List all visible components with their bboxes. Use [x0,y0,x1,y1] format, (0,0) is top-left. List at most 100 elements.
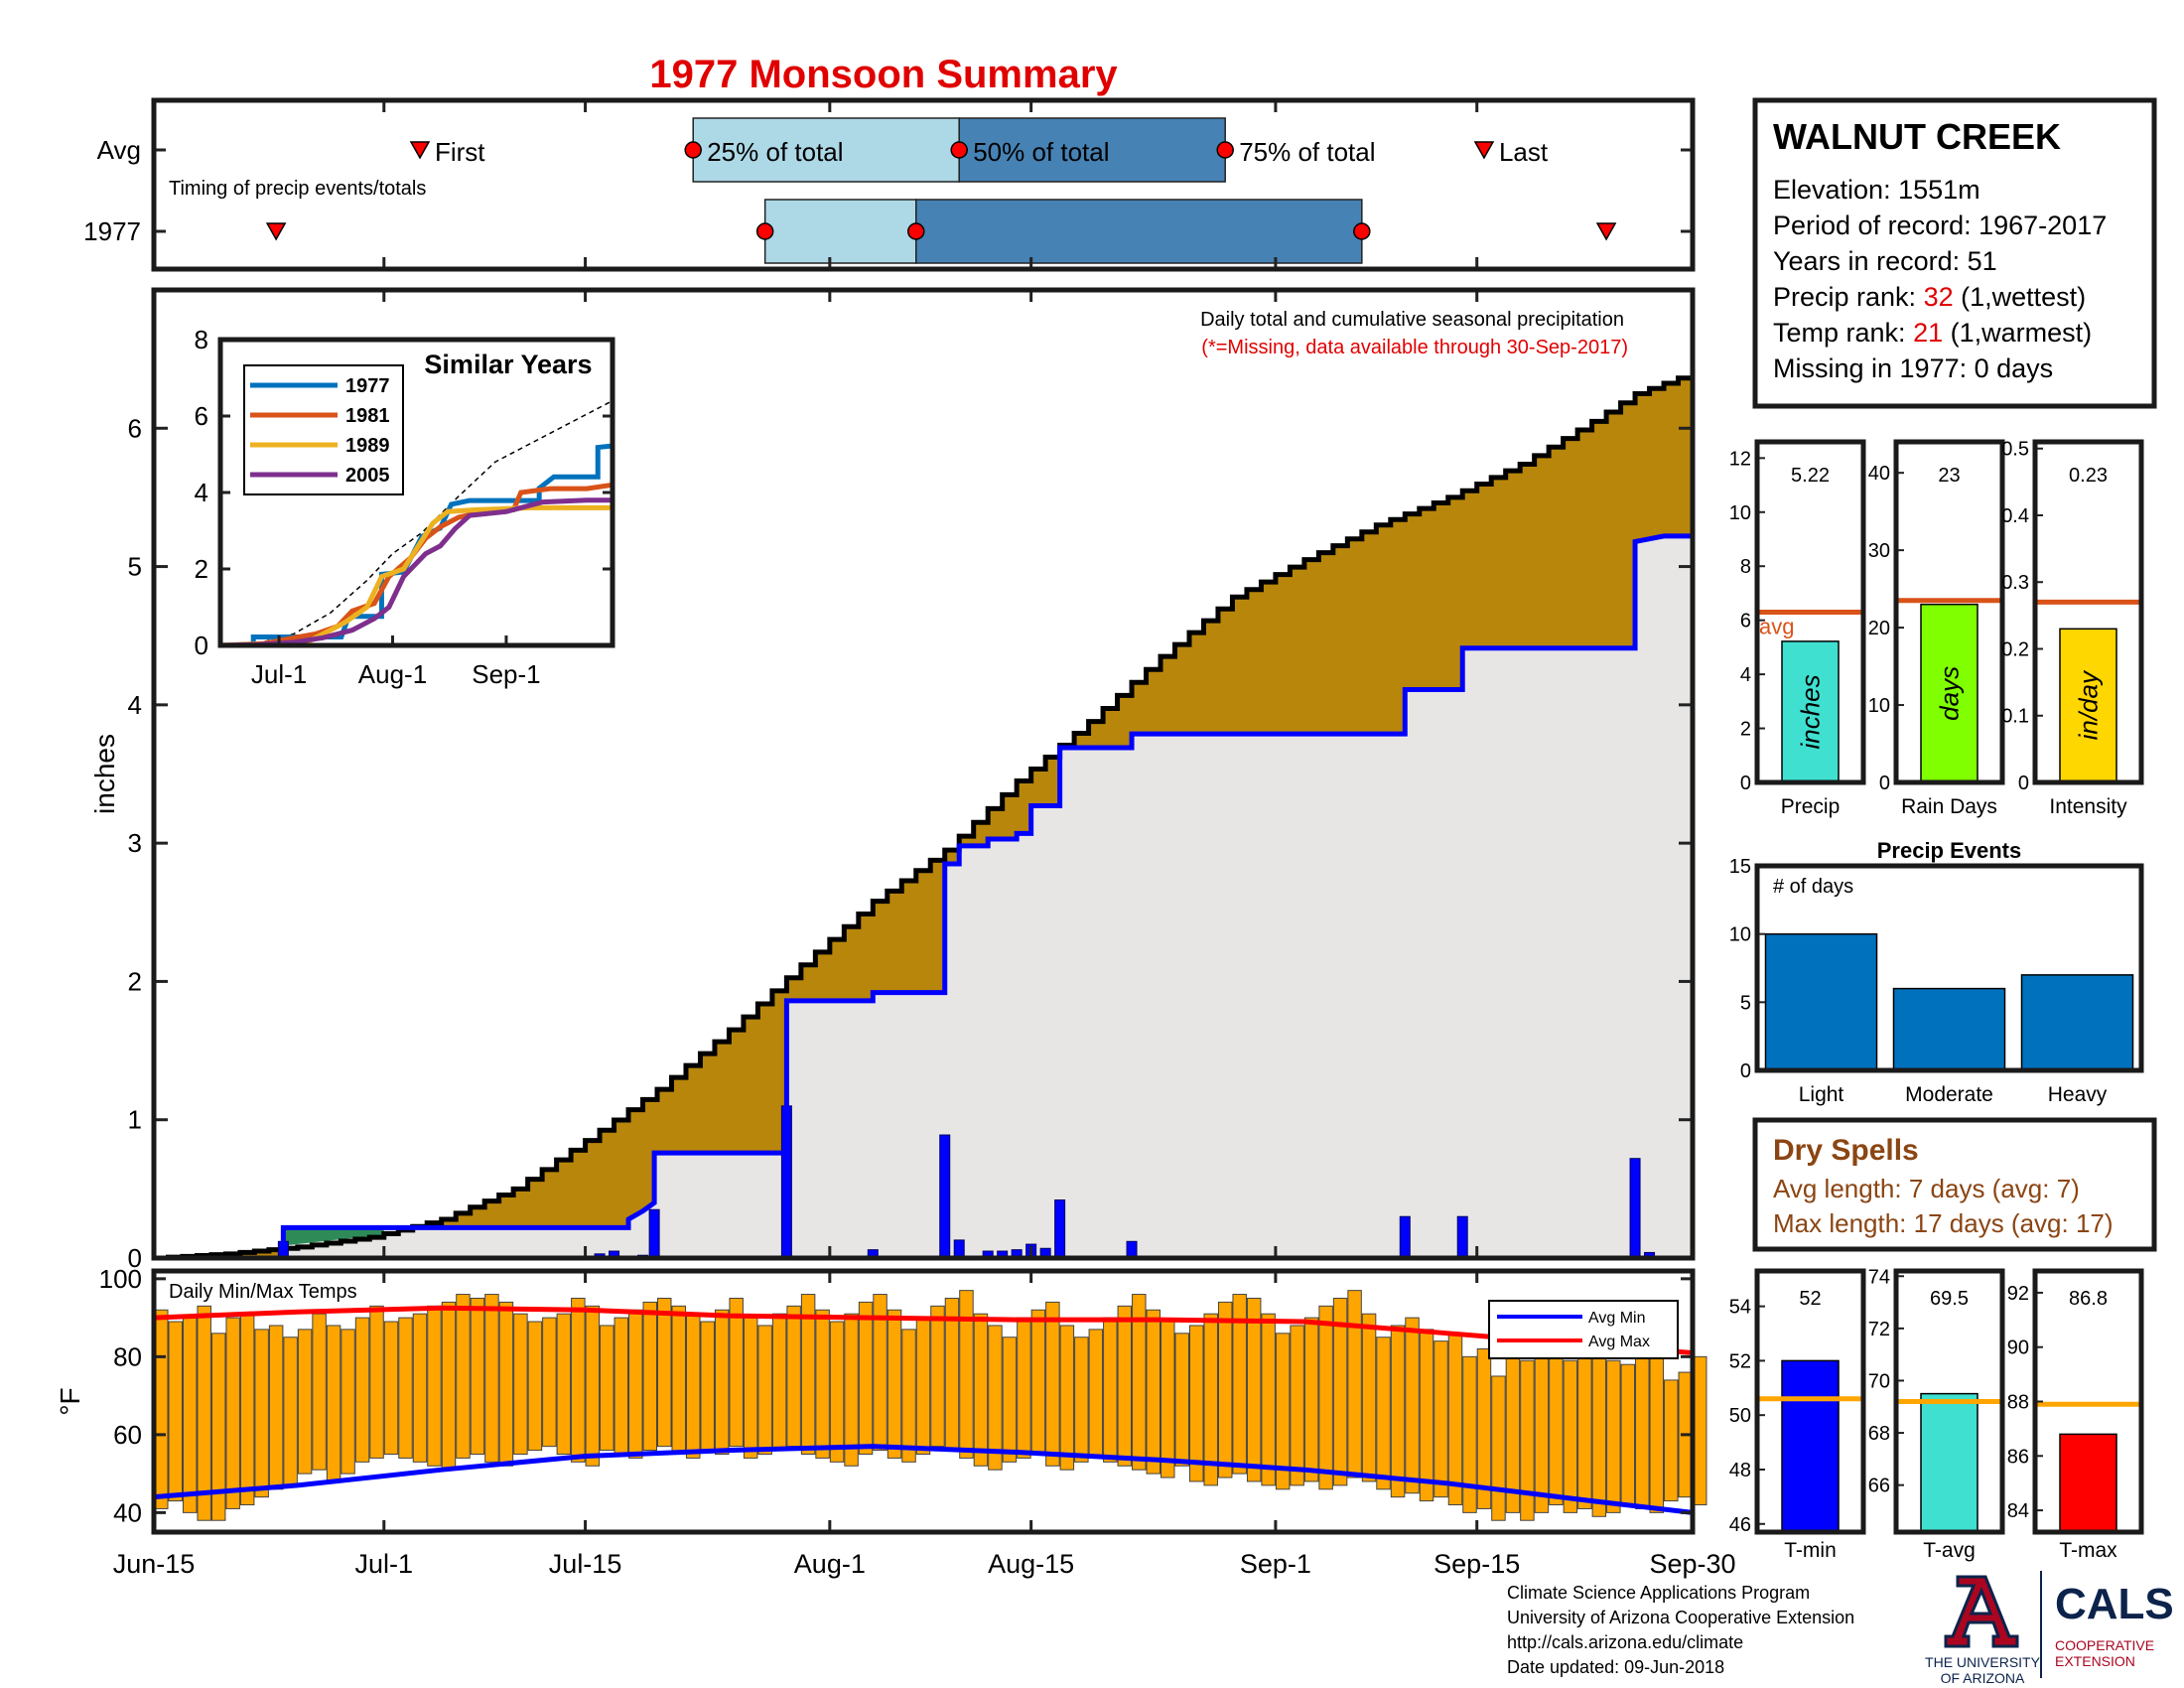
events-y-tick-label: 10 [1729,924,1751,946]
daily-temp-bar [1017,1317,1031,1459]
daily-temp-bar [168,1321,183,1502]
main-subtitle: Daily total and cumulative seasonal prec… [1200,309,1624,331]
cals-logo: CALS COOPERATIVE EXTENSION [2055,1580,2174,1669]
daily-temp-bar [1520,1359,1535,1521]
summary-unit: days [1935,666,1965,721]
daily-precip-bar [648,1208,660,1259]
daily-temp-bar [1549,1351,1564,1506]
daily-temp-bar [1332,1297,1348,1486]
daily-precip-bar [1054,1199,1066,1259]
station-info-line: Temp rank: 21 (1,warmest) [1773,318,2092,348]
summary-y-tick-label: 20 [1868,618,1890,639]
temp-bar-y-tick-label: 68 [1868,1423,1890,1445]
events-category-label: Moderate [1905,1083,1993,1106]
temp-bar-frame [1893,1268,2005,1535]
timing-marker-p50 [907,222,925,240]
daily-precip-bar [1629,1158,1641,1259]
daily-temp-bar [571,1297,586,1463]
daily-temp-bar [484,1294,499,1463]
summary-y-tick-label: 0 [1879,773,1890,794]
station-info-label: Period of record: [1773,211,1979,240]
summary-y-tick-label: 0.1 [2001,706,2029,728]
inset-legend-label-1981: 1981 [345,405,390,427]
timing-note: Timing of precip events/totals [169,178,426,200]
summary-y-tick-label: 0.3 [2001,572,2029,594]
summary-frame [1754,439,1866,785]
inset-y-tick-label: 2 [195,554,208,584]
temp-bar-2 [2059,1433,2117,1533]
station-name: WALNUT CREEK [1773,116,2061,157]
avg-max-line [153,1305,1694,1355]
inset-series-2005 [219,497,613,648]
footer: Climate Science Applications Program Uni… [1507,1571,2174,1686]
temp-y-tick-label: 80 [113,1341,142,1371]
temp-y-axis-label: °F [55,1387,85,1415]
page-title: 1977 Monsoon Summary [649,53,1118,96]
daily-temp-bar [1203,1313,1218,1486]
daily-temp-bar [844,1313,859,1467]
daily-temp-bar [1246,1297,1262,1482]
daily-temp-bar [628,1309,643,1459]
daily-temp-bar [312,1313,327,1471]
station-info-value: 1967-2017 [1979,211,2107,240]
daily-temp-bar [412,1313,428,1463]
temp-bar-y-tick-label: 92 [2007,1283,2029,1305]
summary-unit: in/day [2074,669,2104,740]
timing-box-50-75 [915,199,1363,264]
main-y-tick-label: 2 [128,966,142,996]
summary-y-tick-label: 8 [1740,556,1751,578]
daily-temp-bar [1419,1329,1434,1502]
timing-box-25-50 [692,117,960,183]
events-bar-heavy [2020,974,2134,1071]
temp-y-tick-label: 60 [113,1420,142,1450]
daily-temp-bar [1290,1325,1304,1486]
inset-legend-label-2005: 2005 [345,465,390,487]
daily-temp-bar [600,1325,614,1452]
precip-events-chart: Light Moderate Heavy 0 5 10 15 Precip Events # o… [1729,838,2144,1106]
daily-temp-bar [283,1336,298,1486]
cals-logo-small-2: EXTENSION [2055,1653,2135,1669]
daily-temp-bar [383,1321,399,1455]
summary-value: 5.22 [1791,465,1830,487]
x-tick-label: Sep-1 [1240,1549,1311,1579]
summary-frame [2032,439,2144,785]
station-info-label: Temp rank: [1773,318,1913,348]
events-y-tick-label: 15 [1729,856,1751,878]
events-category-label: Light [1799,1083,1844,1106]
summary-label: Precip [1781,795,1841,818]
temp-bar-frame [1754,1268,1866,1535]
inset-legend-label-1989: 1989 [345,435,390,457]
inset-title: Similar Years [424,350,592,379]
summary-y-tick-label: 0 [1740,773,1751,794]
daily-temp-bar [729,1297,744,1448]
temp-bar-label: T-min [1784,1539,1837,1562]
summary-y-tick-label: 0.2 [2001,638,2029,660]
temp-bar-y-tick-label: 74 [1868,1266,1890,1288]
summary-label: Rain Days [1901,795,1997,818]
daily-temp-bar [1160,1321,1175,1478]
daily-temp-bar [1390,1325,1406,1498]
daily-precip-bar [953,1239,965,1259]
x-tick-label: Jun-15 [113,1549,196,1579]
temp-bar-value: 86.8 [2069,1288,2108,1310]
timing-triangle-first [265,222,287,241]
station-info-suffix: (1,warmest) [1943,318,2092,348]
daily-temp-bar [268,1325,284,1490]
timing-marker-p75 [1216,141,1234,159]
footer-line-4: Date updated: 09-Jun-2018 [1507,1657,1724,1677]
station-info-label: Elevation: [1773,175,1898,205]
station-info-value: 32 [1924,282,1954,312]
daily-temp-bar [1174,1333,1189,1467]
daily-temp-bar [714,1309,730,1455]
temp-bar-y-tick-label: 54 [1729,1297,1751,1319]
station-info-line: Elevation: 1551m [1773,175,1980,205]
daily-temp-bar [254,1329,269,1498]
events-ylabel-note: # of days [1773,876,1853,898]
temp-y-tick-label: 40 [113,1497,142,1527]
daily-temp-bar [1132,1294,1147,1471]
summary-y-tick-label: 0.5 [2001,439,2029,461]
temp-legend-box [1488,1300,1679,1359]
footer-line-3: http://cals.arizona.edu/climate [1507,1632,1743,1652]
main-y-tick-label: 5 [128,552,142,582]
daily-temp-bar [1030,1309,1046,1455]
